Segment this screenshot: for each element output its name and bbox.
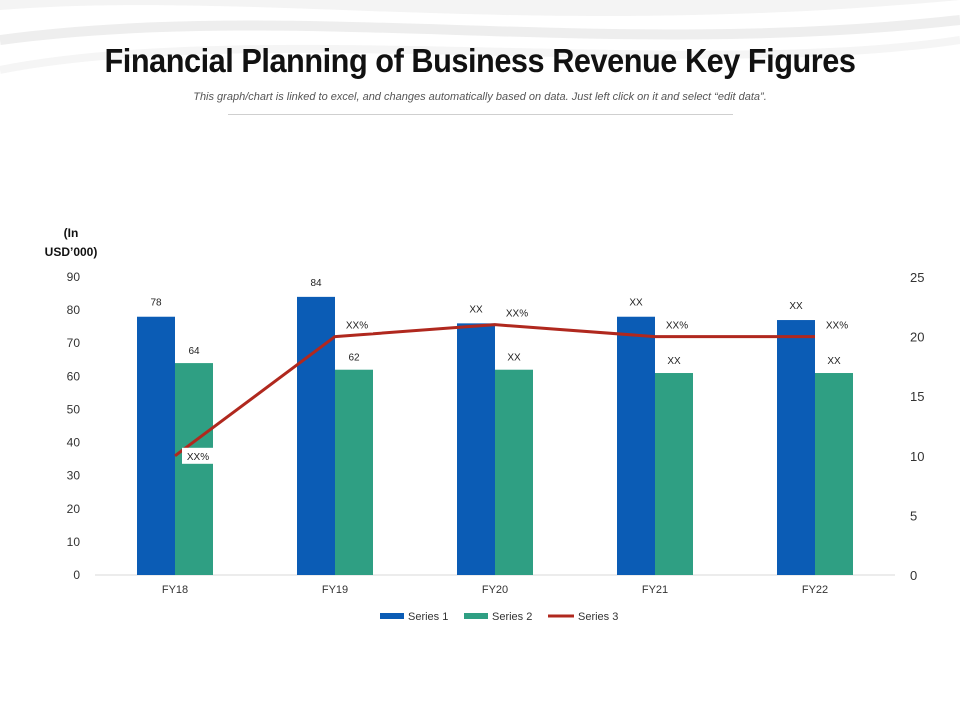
data-label-series1: 78	[150, 298, 162, 309]
y-axis-tick-label: 20	[67, 502, 81, 516]
data-label-series2: XX	[827, 356, 841, 367]
data-label-box-series3	[821, 316, 853, 333]
y-axis-tick-label: 60	[67, 369, 81, 383]
y-axis-tick-label: 0	[73, 568, 80, 582]
data-label-series1: XX	[629, 298, 643, 309]
data-label-box-series3	[501, 304, 533, 321]
y-axis-tick-label: 50	[67, 402, 81, 416]
y-axis-tick-label: 30	[67, 469, 81, 483]
data-label-series3: XX%	[346, 321, 368, 332]
y-axis-unit-label: (In USD’000)	[44, 226, 98, 259]
bar-series1	[297, 296, 335, 575]
y2-axis-tick-label: 15	[910, 389, 924, 404]
data-label-series2: XX	[667, 356, 681, 367]
x-axis-tick-label: FY19	[322, 584, 348, 596]
bar-series2	[495, 369, 533, 575]
bar-series1	[457, 323, 495, 575]
legend-swatch	[380, 613, 404, 619]
data-label-series1: 84	[310, 278, 322, 289]
data-label-series3: XX%	[187, 452, 209, 463]
page-title: Financial Planning of Business Revenue K…	[104, 42, 856, 79]
data-label-series1: XX	[469, 304, 483, 315]
x-axis-tick-label: FY21	[642, 584, 668, 596]
data-label-series2: 62	[348, 353, 360, 364]
bar-series1	[137, 316, 175, 575]
legend-label: Series 3	[578, 611, 618, 623]
title-divider	[228, 114, 733, 115]
legend-label: Series 2	[492, 611, 532, 623]
legend-label: Series 1	[408, 611, 448, 623]
x-axis-tick-label: FY18	[162, 584, 188, 596]
data-label-box-series3	[661, 316, 693, 333]
bar-series2	[335, 369, 373, 575]
y2-axis-tick-label: 20	[910, 330, 924, 345]
bar-series2	[655, 373, 693, 575]
y-axis-tick-label: 40	[67, 436, 81, 450]
y2-axis-tick-label: 5	[910, 508, 917, 523]
data-label-series3: XX%	[666, 321, 688, 332]
data-label-box-series3	[341, 316, 373, 333]
y-axis-tick-label: 10	[67, 535, 81, 549]
bar-series1	[777, 320, 815, 575]
data-label-series2: 64	[188, 346, 200, 357]
data-label-series1: XX	[789, 301, 803, 312]
bar-series2	[815, 373, 853, 575]
bar-series2	[175, 363, 213, 575]
y-axis-tick-label: 90	[67, 270, 81, 284]
bar-series1	[617, 316, 655, 575]
page-subtitle: This graph/chart is linked to excel, and…	[193, 91, 767, 103]
data-label-box-series3	[182, 447, 214, 464]
y2-axis-tick-label: 25	[910, 270, 924, 285]
y-axis-tick-label: 80	[67, 303, 81, 317]
line-series3	[174, 323, 815, 458]
y2-axis-tick-label: 0	[910, 568, 917, 583]
y-axis-tick-label: 70	[67, 336, 81, 350]
data-label-series2: XX	[507, 353, 521, 364]
x-axis-tick-label: FY20	[482, 584, 508, 596]
data-label-series3: XX%	[826, 321, 848, 332]
x-axis-tick-label: FY22	[802, 584, 828, 596]
y2-axis-tick-label: 10	[910, 449, 924, 464]
data-label-series3: XX%	[506, 309, 528, 320]
legend-swatch	[464, 613, 488, 619]
